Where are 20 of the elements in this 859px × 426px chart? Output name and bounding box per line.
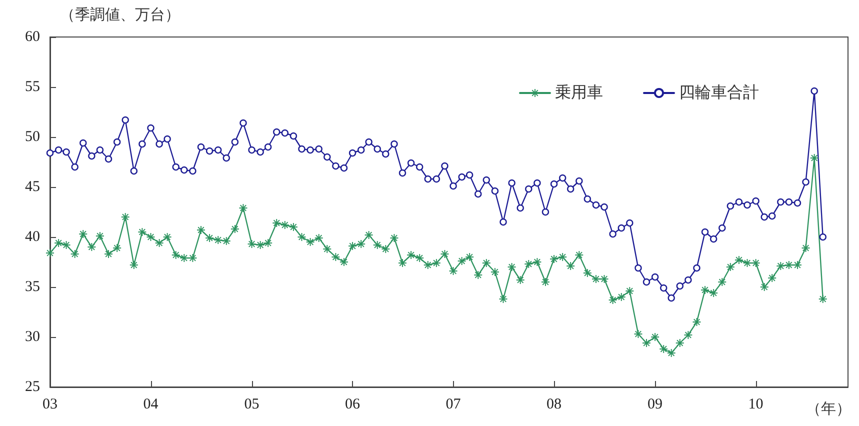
x-tick-label: 04 — [143, 396, 159, 412]
y-tick-label: 45 — [25, 179, 40, 195]
y-tick-label: 35 — [25, 279, 40, 295]
x-tick-label: 10 — [748, 396, 764, 412]
y-axis-title: （季調値、万台） — [60, 6, 180, 24]
x-tick-label: 09 — [648, 396, 663, 412]
legend-label: 乗用車 — [555, 84, 603, 102]
y-tick-label: 30 — [25, 329, 40, 345]
x-tick-label: 08 — [546, 396, 562, 412]
y-tick-label: 55 — [25, 79, 40, 95]
y-tick-label: 50 — [25, 129, 40, 145]
x-axis-title: （年） — [806, 400, 851, 418]
legend-label: 四輪車合計 — [679, 84, 759, 102]
x-tick-label: 07 — [446, 396, 462, 412]
y-tick-label: 60 — [25, 29, 40, 45]
y-tick-label: 40 — [25, 229, 40, 245]
x-tick-label: 06 — [345, 396, 361, 412]
x-tick-label: 03 — [42, 396, 58, 412]
y-tick-label: 25 — [25, 379, 40, 395]
x-tick-label: 05 — [244, 396, 260, 412]
